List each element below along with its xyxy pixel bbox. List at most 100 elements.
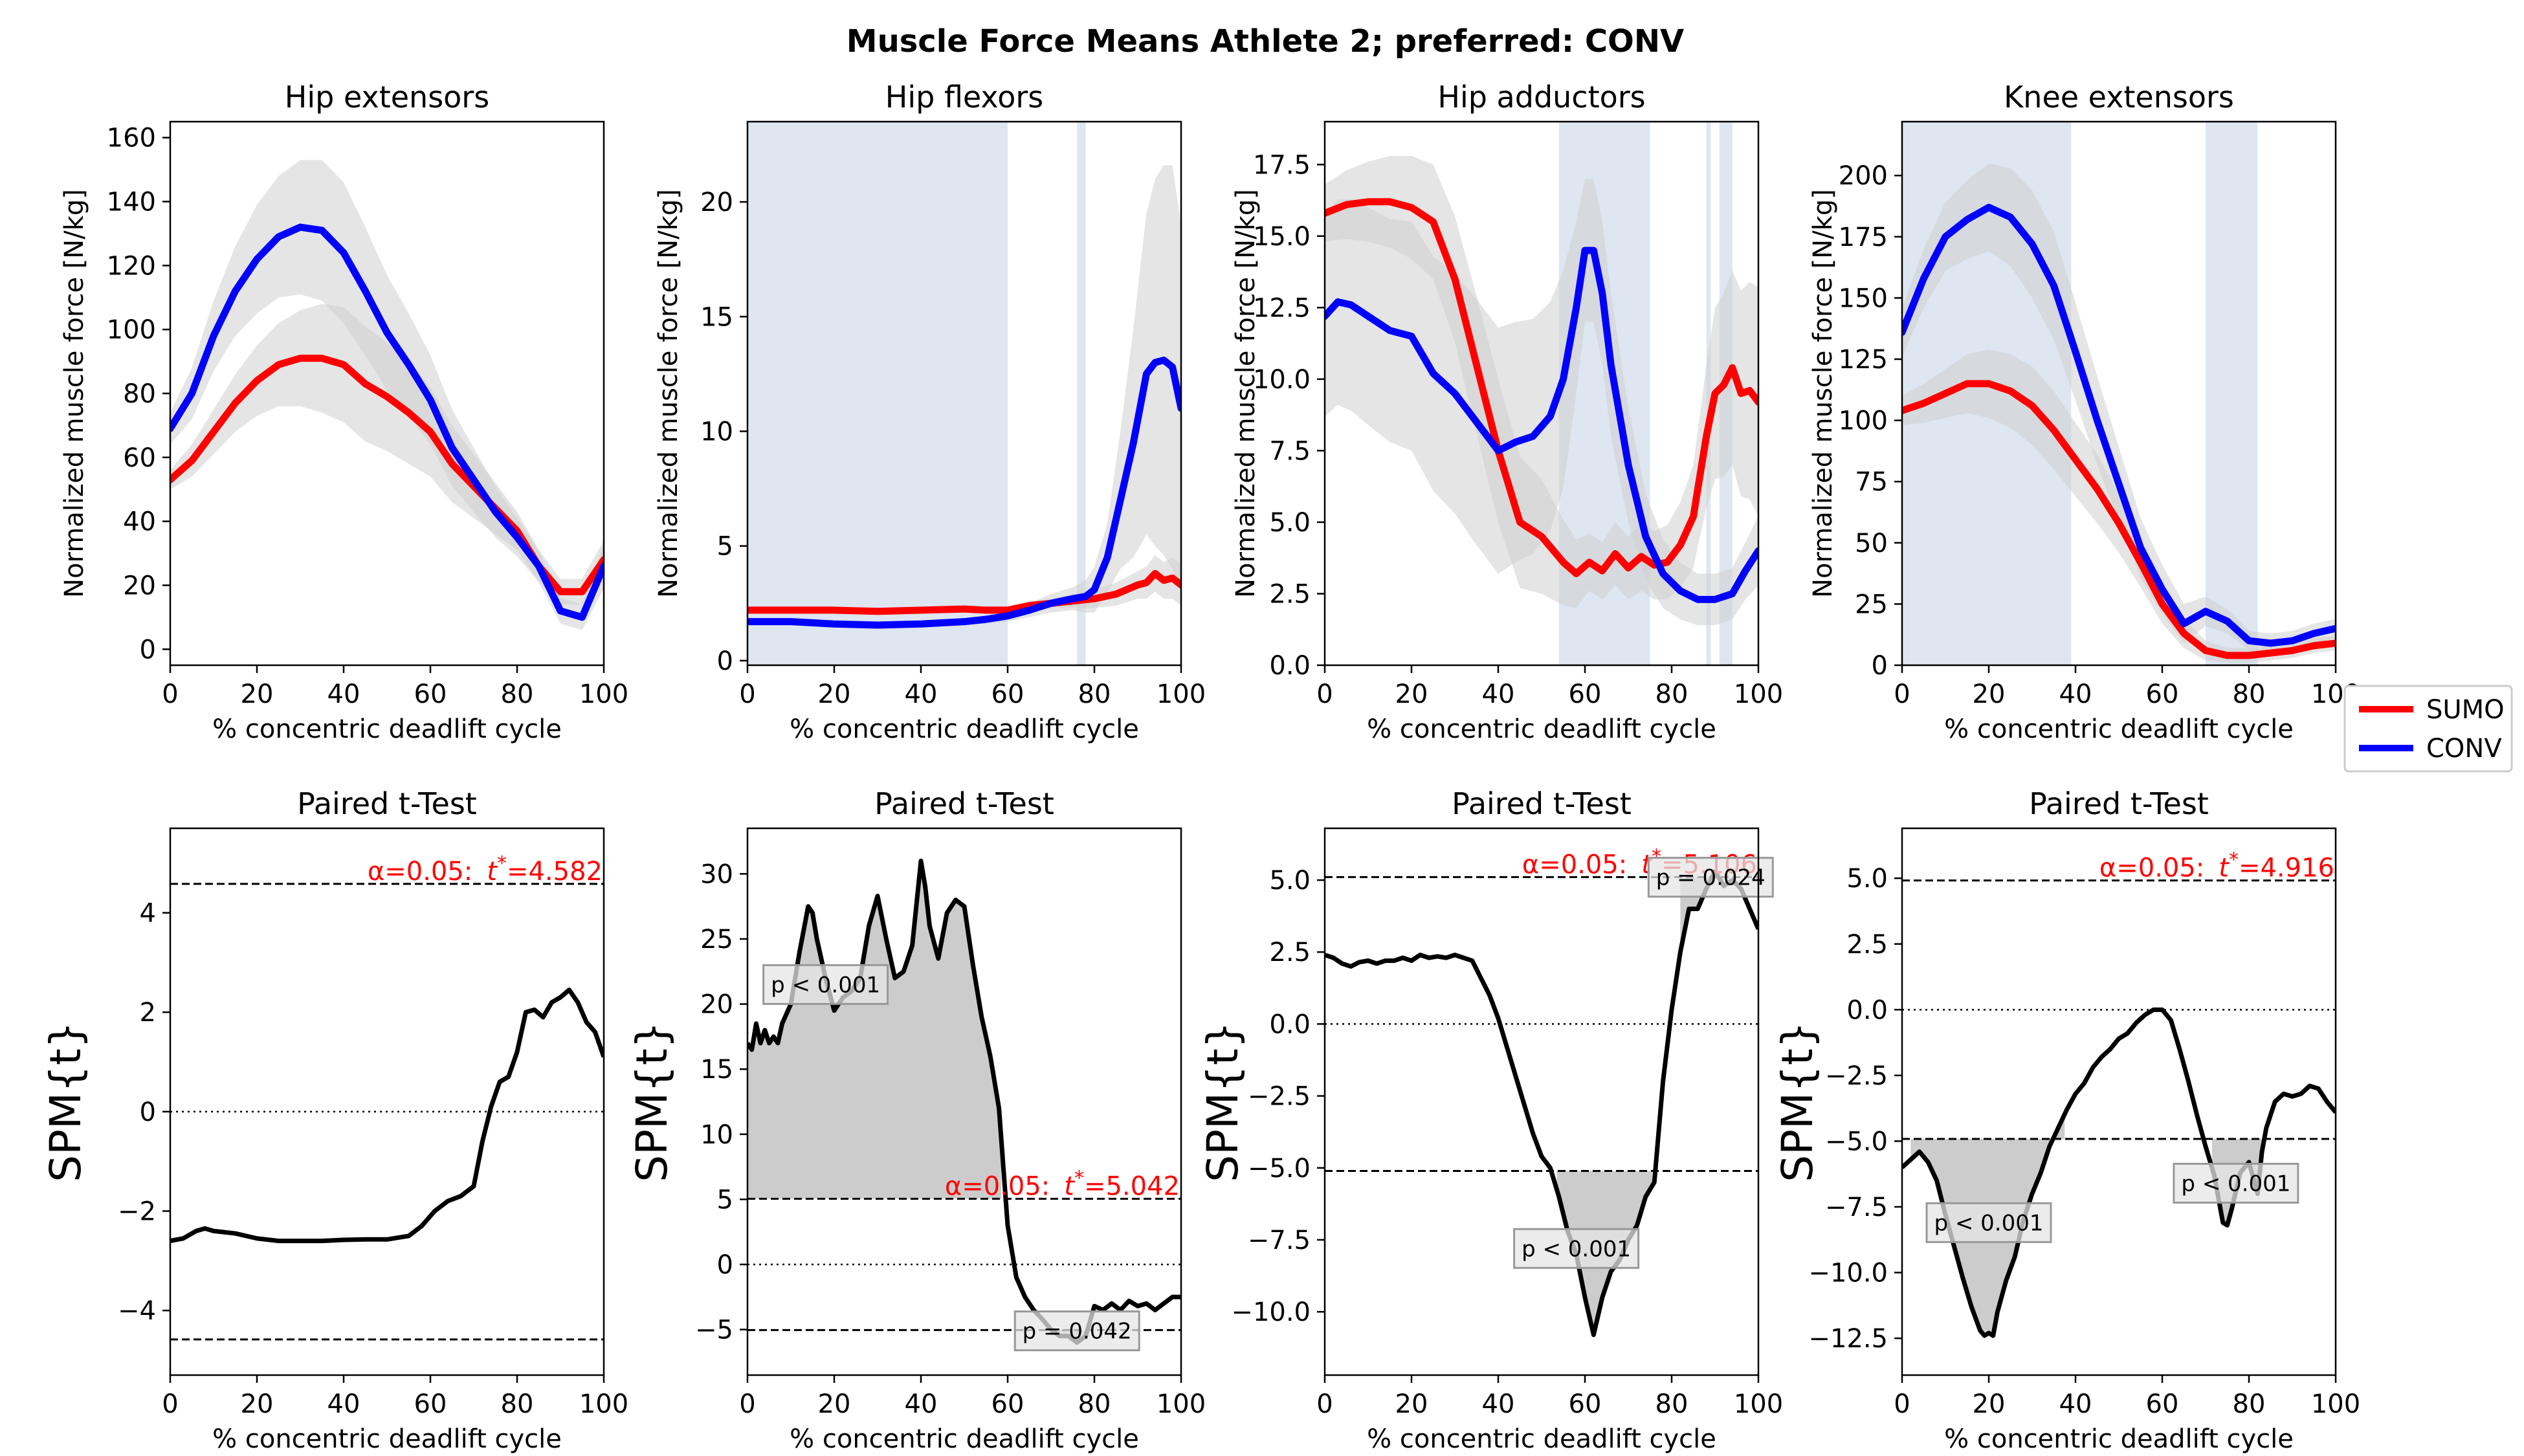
panel-8-critical-label: α=0.05: t*=4.916 [2099, 849, 2334, 883]
panel-3-ytick-label-5: 12.5 [1253, 293, 1311, 323]
panel-5-critical-label: α=0.05: t*=4.582 [368, 852, 603, 887]
panel-7-ytick-label-0: −10.0 [1231, 1297, 1311, 1327]
panel-6-critical-label: α=0.05: t*=5.042 [945, 1167, 1180, 1202]
panel-3-frame [1323, 120, 1760, 667]
panel-8-ytick-label-7: 5.0 [1846, 864, 1888, 894]
panel-4-ytick-label-4: 100 [1839, 406, 1888, 436]
panel-8-critical-t: t [2219, 854, 2230, 883]
panel-7-pvalue-label-2: p = 0.024 [1656, 865, 1766, 891]
panel-5-title: Paired t-Test [297, 786, 477, 821]
panel-1-plot [170, 160, 604, 630]
panel-1-ytick-label-5: 100 [107, 315, 156, 345]
panel-3-plot [1325, 122, 1758, 665]
panel-4-xtick-label-3: 60 [2146, 679, 2179, 709]
panel-3-xtick-label-3: 60 [1569, 679, 1602, 709]
panel-4-line-conv [1902, 203, 2336, 647]
panel-2-xtick-label-2: 40 [905, 679, 938, 709]
panel-2-xtick-label-3: 60 [991, 679, 1024, 709]
panel-4-ytick-label-7: 175 [1839, 223, 1888, 252]
panel-5-xtick-label-4: 80 [501, 1389, 534, 1419]
legend: SUMO CONV [2343, 685, 2513, 773]
panel-4-xlabel: % concentric deadlift cycle [1944, 714, 2294, 744]
panel-4-band-conv [1902, 163, 2336, 654]
panel-1-ytick-label-1: 20 [123, 571, 156, 601]
panel-3-xtick-label-5: 100 [1734, 679, 1783, 709]
panel-4-ytick-label-3: 75 [1855, 467, 1888, 497]
panel-1-xtick-label-5: 100 [579, 679, 628, 709]
panel-8-title: Paired t-Test [2029, 786, 2209, 821]
panel-3-line-conv [1325, 247, 1758, 603]
panel-4-ytick-label-1: 25 [1855, 590, 1888, 619]
panel-3-ytick-label-4: 10.0 [1253, 365, 1311, 395]
panel-6-xtick-label-4: 80 [1078, 1389, 1111, 1419]
panel-1-xtick-label-4: 80 [501, 679, 534, 709]
panel-6-frame [746, 827, 1182, 1376]
panel-8-critical-alpha: α=0.05: [2099, 854, 2204, 883]
panel-3-band-conv [1325, 179, 1758, 626]
panel-3-xtick-label-0: 0 [1316, 679, 1333, 709]
panel-2-sig-region-2 [1077, 122, 1086, 665]
panel-5-xtick-label-0: 0 [162, 1389, 178, 1419]
panel-7-ytick-label-1: −7.5 [1248, 1226, 1311, 1255]
panel-5-critical-t: t [487, 857, 498, 887]
panel-7-frame [1323, 827, 1760, 1376]
panel-5-ytick-label-1: −2 [118, 1197, 156, 1227]
panel-6-critical-t: t [1064, 1172, 1075, 1202]
panel-8-ytick-label-4: −2.5 [1825, 1061, 1888, 1091]
panel-2-title: Hip flexors [885, 80, 1044, 115]
panel-6-plot [747, 858, 1181, 1345]
panel-4-xtick-label-1: 20 [1973, 679, 2006, 709]
panel-5-xtick-label-2: 40 [327, 1389, 360, 1419]
panel-8-xtick-label-1: 20 [1973, 1389, 2006, 1419]
panel-6-pvalue-box-2 [1013, 1310, 1140, 1352]
panel-3-title: Hip adductors [1437, 80, 1645, 115]
panel-1-ytick-label-3: 60 [123, 443, 156, 473]
panel-6-ytick-label-4: 15 [700, 1055, 733, 1085]
panel-5-xtick-label-1: 20 [241, 1389, 274, 1419]
panel-5-ytick-label-4: 4 [140, 899, 156, 929]
panel-2-xtick-label-1: 20 [818, 679, 851, 709]
panel-2-plot [747, 122, 1181, 665]
panel-2-ytick-label-4: 20 [700, 188, 733, 217]
panel-2-xtick-label-5: 100 [1157, 679, 1206, 709]
panel-7-xtick-label-1: 20 [1395, 1389, 1428, 1419]
panel-8-frame [1901, 827, 2337, 1376]
panel-6-xtick-label-2: 40 [905, 1389, 938, 1419]
panel-1-ytick-label-0: 0 [140, 635, 156, 665]
panel-1-xlabel: % concentric deadlift cycle [212, 714, 562, 744]
panel-1-xtick-label-0: 0 [162, 679, 178, 709]
panel-3-ytick-label-2: 5.0 [1269, 508, 1311, 538]
panel-7-pvalue-label-1: p < 0.001 [1522, 1236, 1631, 1262]
panel-8-xtick-label-4: 80 [2233, 1389, 2266, 1419]
panel-8-xtick-label-2: 40 [2059, 1389, 2092, 1419]
panel-6-ytick-label-5: 20 [700, 990, 733, 1020]
panel-7-xtick-label-3: 60 [1569, 1389, 1602, 1419]
panel-6-xtick-label-1: 20 [818, 1389, 851, 1419]
panel-3-xtick-label-2: 40 [1482, 679, 1515, 709]
panel-3-xtick-label-4: 80 [1655, 679, 1688, 709]
panel-2-sig-region-1 [747, 122, 1008, 665]
panel-1-title: Hip extensors [285, 80, 489, 115]
panel-4-ytick-label-8: 200 [1839, 161, 1888, 191]
panel-5-ytick-label-0: −4 [118, 1296, 156, 1326]
panel-7-ytick-label-3: −2.5 [1248, 1082, 1311, 1112]
panel-5-critical-star: * [497, 852, 507, 875]
panel-4-xtick-label-0: 0 [1894, 679, 1910, 709]
panel-8: α=0.05: t*=4.916 p < 0.001 p < 0.001 0 20 40 60… [1773, 786, 2360, 1454]
panel-3: 0 20 40 60 80 100 0.0 2.5 5.0 7.5 10.0 12.5 15.0 17.5… [1231, 80, 1783, 744]
panel-5-xtick-label-3: 60 [414, 1389, 447, 1419]
panel-7-title: Paired t-Test [1452, 786, 1632, 821]
panel-8-spm-line [1902, 1007, 2336, 1338]
panel-4-xtick-label-4: 80 [2233, 679, 2266, 709]
panel-6-ytick-label-2: 5 [717, 1185, 733, 1215]
panel-5-frame [169, 827, 605, 1376]
panel-5-ytick-label-2: 0 [140, 1098, 156, 1127]
panel-6-critical-star: * [1074, 1167, 1084, 1190]
panel-7-ytick-label-6: 5.0 [1269, 866, 1311, 896]
panel-8-ytick-label-5: 0.0 [1846, 995, 1888, 1025]
panel-1-xtick-label-1: 20 [241, 679, 274, 709]
panel-7-ylabel: SPM{t} [1198, 1021, 1248, 1182]
panel-2-ytick-label-3: 15 [700, 302, 733, 332]
